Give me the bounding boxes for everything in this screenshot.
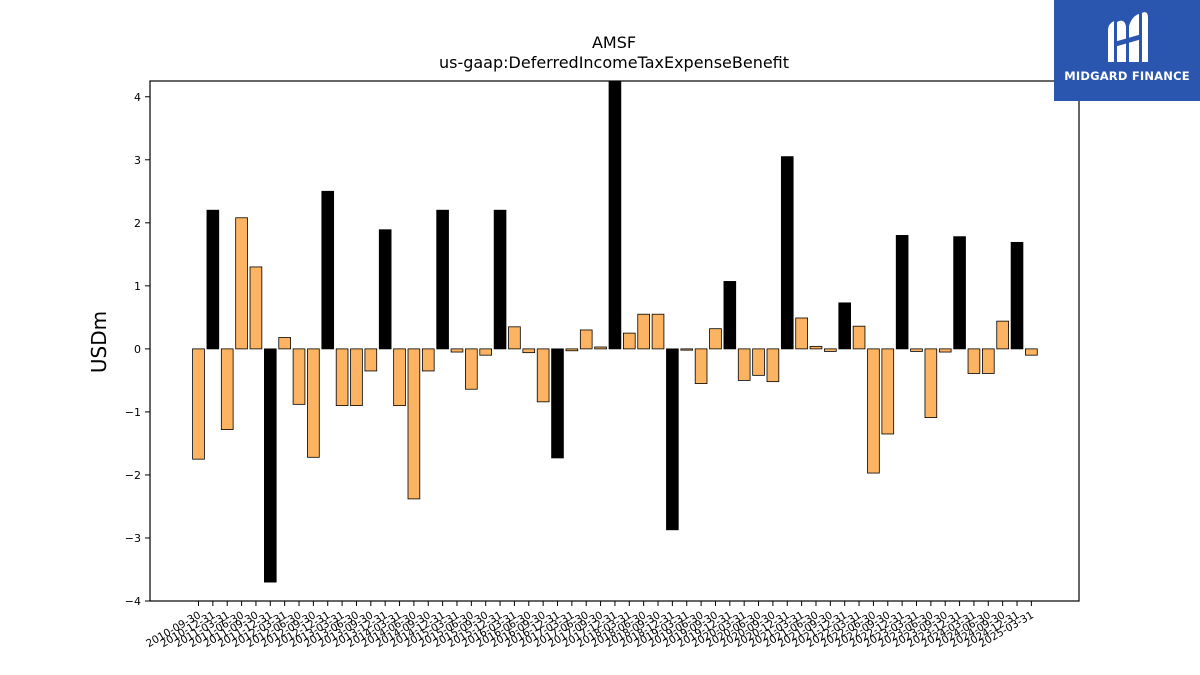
bar-2014-12-31 — [436, 209, 449, 350]
y-tick-label: 3 — [134, 154, 141, 167]
chart-title: AMSF — [592, 33, 636, 52]
bar-2018-06-30 — [637, 313, 650, 350]
bar-2021-06-30 — [809, 345, 823, 350]
bar-2023-12-31 — [953, 236, 966, 350]
bar-2021-03-31 — [795, 317, 808, 350]
bar-2011-09-30 — [249, 266, 263, 350]
bar-2013-03-31 — [335, 348, 349, 407]
bar-2020-06-30 — [752, 348, 765, 376]
bar-2012-06-30 — [292, 348, 306, 405]
bar-2024-03-31 — [967, 348, 981, 374]
bar-2018-03-31 — [623, 332, 636, 350]
bar-2024-12-31 — [1010, 241, 1024, 350]
bar-2011-03-31 — [220, 348, 234, 430]
y-tick-label: 4 — [134, 91, 141, 104]
bar-2018-09-30 — [651, 313, 665, 350]
y-tick-label: −2 — [125, 469, 141, 482]
bar-2017-06-30 — [579, 329, 593, 350]
bar-2020-09-30 — [766, 348, 780, 383]
bar-2018-12-31 — [666, 348, 679, 531]
bar-2016-09-30 — [536, 348, 550, 403]
bar-2017-12-31 — [608, 80, 622, 350]
bar-2014-09-30 — [421, 348, 435, 372]
bar-2012-03-31 — [278, 337, 291, 350]
bar-2011-06-30 — [235, 217, 248, 350]
y-axis-ticks: −4 −3 −2 −1 0 1 2 3 4 — [125, 91, 150, 608]
bar-2021-12-31 — [838, 302, 851, 350]
bar-2022-03-31 — [852, 325, 866, 350]
bar-2023-03-31 — [910, 348, 923, 352]
chart-titles: AMSF us-gaap:DeferredIncomeTaxExpenseBen… — [439, 33, 789, 72]
y-tick-label: 2 — [134, 217, 141, 230]
x-axis-ticks: 2010-09-302010-12-312011-03-312011-06-30… — [144, 601, 1036, 650]
bar-2010-09-30 — [192, 348, 205, 460]
bar-2022-09-30 — [881, 348, 895, 435]
logo-wordmark: MIDGARD FINANCE — [1064, 69, 1190, 83]
bar-2015-09-30 — [479, 348, 492, 356]
bar-2017-03-31 — [565, 348, 579, 352]
bar-2013-06-30 — [350, 348, 363, 407]
y-tick-label: −3 — [125, 532, 141, 545]
bar-2016-03-31 — [508, 326, 521, 350]
bar-2017-09-30 — [594, 346, 607, 350]
bar-2019-03-31 — [680, 348, 694, 351]
y-tick-label: 1 — [134, 280, 141, 293]
bar-2016-06-30 — [522, 348, 536, 354]
bar-2014-03-31 — [393, 348, 406, 407]
bar-2013-09-30 — [364, 348, 378, 372]
bar-2012-09-30 — [307, 348, 320, 458]
chart-subtitle: us-gaap:DeferredIncomeTaxExpenseBenefit — [439, 53, 789, 72]
bar-2024-09-30 — [996, 320, 1009, 350]
bar-2022-06-30 — [867, 348, 880, 474]
bar-2010-12-31 — [206, 209, 220, 350]
bar-2022-12-31 — [895, 235, 909, 350]
y-tick-label: −4 — [125, 595, 141, 608]
bar-2021-09-30 — [824, 348, 837, 352]
bar-2020-03-31 — [737, 348, 751, 381]
bar-2025-03-31 — [1025, 348, 1038, 356]
bar-2023-09-30 — [938, 348, 952, 353]
y-tick-label: 0 — [134, 343, 141, 356]
bar-2016-12-31 — [551, 348, 564, 459]
midgard-finance-logo: MIDGARD FINANCE — [1054, 0, 1200, 101]
bar-2013-12-31 — [378, 229, 392, 350]
bar-2024-06-30 — [982, 348, 995, 374]
bar-2020-12-31 — [780, 156, 794, 350]
bars-series — [192, 80, 1038, 583]
bar-2012-12-31 — [321, 190, 335, 350]
midgard-m-logo-icon — [1108, 12, 1148, 63]
bar-2019-12-31 — [723, 281, 737, 350]
y-tick-label: −1 — [125, 406, 141, 419]
bar-2011-12-31 — [263, 348, 277, 583]
y-axis-label: USDm — [87, 311, 111, 373]
plot-area-frame — [149, 80, 1080, 602]
bar-2019-09-30 — [709, 328, 722, 350]
bar-2015-06-30 — [465, 348, 478, 390]
bar-2023-06-30 — [924, 348, 938, 418]
bar-2019-06-30 — [694, 348, 708, 384]
bar-2015-03-31 — [450, 348, 464, 353]
bar-2014-06-30 — [407, 348, 421, 500]
bar-2015-12-31 — [493, 209, 507, 350]
